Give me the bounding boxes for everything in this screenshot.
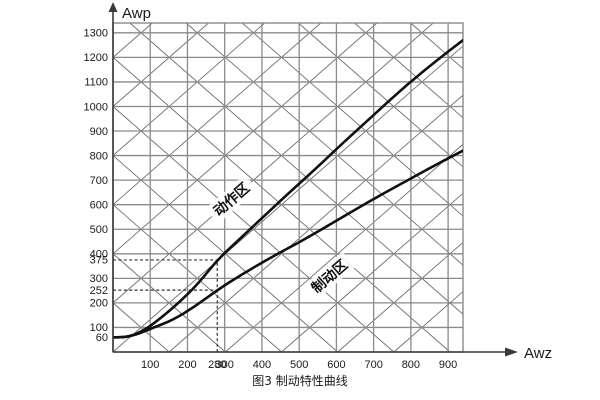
lower-characteristic-curve bbox=[113, 149, 463, 339]
diagonal-gridline-ascending bbox=[112, 22, 209, 107]
diagonal-gridline-ascending bbox=[112, 22, 378, 255]
diagonal-gridline-ascending bbox=[393, 291, 464, 353]
x-tick-label: 300 bbox=[216, 359, 234, 371]
y-tick-label: 1300 bbox=[84, 28, 108, 40]
diagonal-gridline-ascending bbox=[112, 22, 265, 156]
diagonal-gridline-descending bbox=[298, 22, 464, 168]
x-tick-label: 500 bbox=[290, 359, 308, 371]
x-tick-label: 700 bbox=[364, 359, 382, 371]
x-tick-label: 800 bbox=[402, 359, 420, 371]
y-tick-label: 252 bbox=[90, 285, 108, 297]
y-tick-label: 900 bbox=[90, 126, 108, 138]
figure-caption: 图3 制动特性曲线 bbox=[252, 374, 348, 388]
x-tick-label: 400 bbox=[253, 359, 271, 371]
y-tick-label: 300 bbox=[90, 273, 108, 285]
y-tick-label: 400 bbox=[90, 249, 108, 261]
diagonal-gridline-ascending bbox=[225, 143, 464, 353]
y-axis-arrow bbox=[108, 2, 118, 12]
zone-label-backdrop bbox=[205, 174, 258, 224]
diagonal-gridline-descending bbox=[241, 22, 464, 217]
y-tick-label: 500 bbox=[90, 224, 108, 236]
y-tick-label: 60 bbox=[96, 332, 108, 344]
diagonal-gridline-ascending bbox=[112, 22, 434, 304]
diagonal-gridline-ascending bbox=[168, 94, 464, 353]
y-tick-label: 100 bbox=[90, 322, 108, 334]
y-tick-label: 200 bbox=[90, 298, 108, 310]
diagonal-gridline-ascending bbox=[112, 22, 153, 58]
diagonal-gridline-descending bbox=[410, 22, 464, 70]
diagonal-gridline-ascending bbox=[337, 242, 464, 353]
y-tick-label: 800 bbox=[90, 150, 108, 162]
diagonal-gridline-ascending bbox=[112, 22, 322, 206]
y-tick-label: 700 bbox=[90, 175, 108, 187]
diagonal-gridline-ascending bbox=[112, 45, 464, 353]
diagonal-gridline-descending bbox=[185, 22, 464, 266]
x-tick-label: 600 bbox=[327, 359, 345, 371]
zone-label-backdrop bbox=[303, 251, 356, 301]
x-axis-arrow bbox=[505, 347, 518, 357]
y-axis-title: Awp bbox=[122, 5, 151, 22]
y-tick-label: 1100 bbox=[84, 77, 108, 89]
x-tick-label: 280 bbox=[208, 359, 226, 371]
y-tick-label: 600 bbox=[90, 199, 108, 211]
x-tick-label: 900 bbox=[439, 359, 457, 371]
y-tick-label: 1200 bbox=[84, 52, 108, 64]
diagonal-gridline-descending bbox=[129, 22, 464, 315]
diagonal-gridline-ascending bbox=[281, 193, 464, 353]
x-tick-label: 200 bbox=[178, 359, 196, 371]
diagonal-gridline-descending bbox=[354, 22, 464, 119]
x-tick-label: 100 bbox=[141, 359, 159, 371]
x-axis-title: Awz bbox=[524, 345, 552, 362]
y-tick-label: 375 bbox=[90, 255, 108, 267]
y-tick-label: 1000 bbox=[84, 101, 108, 113]
